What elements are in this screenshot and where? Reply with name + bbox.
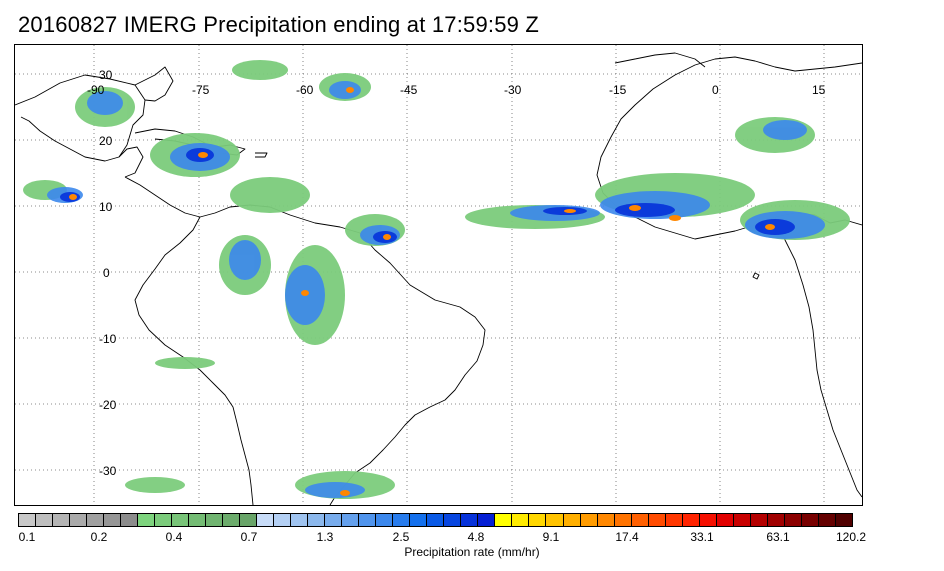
lat-label: -10 bbox=[99, 332, 117, 346]
colorbar-swatch bbox=[767, 514, 785, 526]
lon-label: -90 bbox=[87, 83, 105, 97]
graticule bbox=[15, 45, 862, 505]
colorbar-swatch bbox=[172, 514, 190, 526]
colorbar-swatch bbox=[648, 514, 666, 526]
colorbar-swatch bbox=[138, 514, 156, 526]
colorbar-swatch bbox=[801, 514, 819, 526]
colorbar-tick-label: 33.1 bbox=[690, 530, 714, 544]
colorbar-swatch bbox=[393, 514, 411, 526]
colorbar-swatch bbox=[716, 514, 734, 526]
colorbar-swatch bbox=[495, 514, 513, 526]
colorbar-swatch bbox=[529, 514, 547, 526]
colorbar-tick-label: 9.1 bbox=[542, 530, 560, 544]
colorbar-swatch bbox=[87, 514, 105, 526]
colorbar-swatch bbox=[376, 514, 394, 526]
colorbar-swatch bbox=[121, 514, 139, 526]
colorbar-swatch bbox=[19, 514, 37, 526]
colorbar-swatch bbox=[835, 514, 852, 526]
colorbar-title: Precipitation rate (mm/hr) bbox=[404, 545, 540, 559]
colorbar-swatch bbox=[461, 514, 479, 526]
colorbar-swatch bbox=[155, 514, 173, 526]
colorbar-swatch bbox=[325, 514, 343, 526]
precipitation-map: -90 -75 -60 -45 -30 -15 0 15 30 20 10 0 … bbox=[14, 44, 863, 506]
lat-label: -20 bbox=[99, 398, 117, 412]
colorbar-swatch bbox=[512, 514, 530, 526]
lat-label: -30 bbox=[99, 464, 117, 478]
colorbar-tick-label: 63.1 bbox=[766, 530, 790, 544]
lon-label: 15 bbox=[812, 83, 826, 97]
iberia bbox=[614, 52, 706, 68]
colorbar-tick-label: 0.2 bbox=[90, 530, 108, 544]
map-canvas bbox=[15, 45, 862, 505]
colorbar bbox=[18, 513, 853, 527]
africa-south bbox=[774, 216, 862, 498]
colorbar-tick-label: 120.2 bbox=[835, 530, 867, 544]
colorbar-swatch bbox=[665, 514, 683, 526]
colorbar-swatch bbox=[699, 514, 717, 526]
florida bbox=[134, 66, 174, 102]
colorbar-swatch bbox=[444, 514, 462, 526]
colorbar-swatch bbox=[291, 514, 309, 526]
central-america bbox=[124, 176, 486, 505]
lat-label: 0 bbox=[103, 266, 110, 280]
colorbar-tick-label: 2.5 bbox=[392, 530, 410, 544]
colorbar-swatch bbox=[410, 514, 428, 526]
precipitation-areas bbox=[23, 60, 850, 499]
lon-label: -15 bbox=[609, 83, 627, 97]
gulf-of-guinea-islands bbox=[752, 272, 760, 280]
lat-label: 20 bbox=[99, 134, 113, 148]
gulf-coast bbox=[15, 74, 146, 162]
lat-label: 30 bbox=[99, 68, 113, 82]
lat-label: 10 bbox=[99, 200, 113, 214]
map-title: 20160827 IMERG Precipitation ending at 1… bbox=[18, 12, 540, 37]
yucatan bbox=[118, 146, 144, 178]
colorbar-swatch bbox=[750, 514, 768, 526]
colorbar-swatch bbox=[104, 514, 122, 526]
colorbar-swatch bbox=[206, 514, 224, 526]
lon-label: -45 bbox=[400, 83, 418, 97]
colorbar-tick-label: 0.4 bbox=[165, 530, 183, 544]
colorbar-swatch bbox=[563, 514, 581, 526]
colorbar-swatch bbox=[631, 514, 649, 526]
colorbar-swatch bbox=[478, 514, 496, 526]
colorbar-swatch bbox=[784, 514, 802, 526]
lon-label: -60 bbox=[296, 83, 314, 97]
colorbar-tick-label: 1.3 bbox=[316, 530, 334, 544]
colorbar-swatch bbox=[682, 514, 700, 526]
colorbar-swatch bbox=[53, 514, 71, 526]
colorbar-swatch bbox=[359, 514, 377, 526]
colorbar-tick-label: 17.4 bbox=[615, 530, 639, 544]
coastlines bbox=[15, 52, 862, 505]
colorbar-swatch bbox=[240, 514, 258, 526]
colorbar-swatch bbox=[427, 514, 445, 526]
colorbar-swatch bbox=[257, 514, 275, 526]
pacific-south-america bbox=[134, 216, 254, 505]
lon-label: -75 bbox=[192, 83, 210, 97]
colorbar-tick-label: 0.7 bbox=[240, 530, 258, 544]
colorbar-swatch bbox=[733, 514, 751, 526]
colorbar-tick-label: 0.1 bbox=[18, 530, 36, 544]
colorbar-swatch bbox=[223, 514, 241, 526]
colorbar-swatch bbox=[597, 514, 615, 526]
colorbar-swatch bbox=[36, 514, 54, 526]
puerto-rico bbox=[255, 152, 268, 158]
colorbar-swatch bbox=[818, 514, 836, 526]
colorbar-swatch bbox=[308, 514, 326, 526]
lon-label: -30 bbox=[504, 83, 522, 97]
colorbar-tick-label: 4.8 bbox=[467, 530, 485, 544]
colorbar-swatch bbox=[614, 514, 632, 526]
colorbar-swatch bbox=[70, 514, 88, 526]
colorbar-swatch bbox=[546, 514, 564, 526]
colorbar-swatch bbox=[342, 514, 360, 526]
colorbar-swatch bbox=[580, 514, 598, 526]
lon-label: 0 bbox=[712, 83, 719, 97]
colorbar-swatch bbox=[274, 514, 292, 526]
colorbar-swatch bbox=[189, 514, 207, 526]
